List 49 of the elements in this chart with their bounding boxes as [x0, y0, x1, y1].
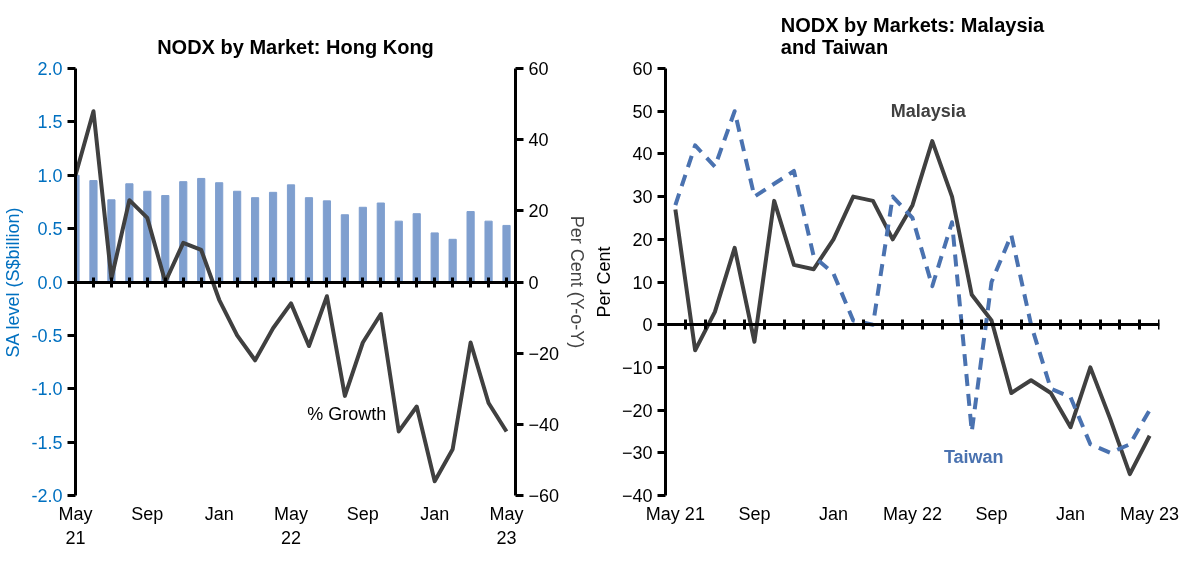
x-tick-label: Jan — [1056, 503, 1086, 524]
chart-title: NODX by Markets: Malaysia and Taiwan — [780, 13, 1046, 58]
y-axis-title: Per Cent — [593, 246, 614, 318]
y-tick-label: -2.0 — [31, 486, 63, 506]
y-tick-label: -1.0 — [31, 379, 63, 400]
y2-tick-label: −20 — [528, 343, 560, 364]
x-tick-label: Sep — [738, 503, 771, 524]
y-tick-label: −10 — [621, 357, 653, 378]
x-tick-label: May 23 — [1120, 503, 1179, 524]
y-tick-label: −40 — [621, 486, 653, 506]
y-tick-label: 10 — [632, 272, 653, 293]
x-tick-label: May 22 — [882, 503, 943, 524]
y-tick-label: 0 — [642, 315, 653, 336]
y-tick-label: −30 — [621, 443, 653, 464]
y-tick-label: 2.0 — [37, 59, 63, 79]
y2-tick-label: −60 — [528, 486, 560, 506]
x-tick-label: May 21 — [645, 503, 705, 524]
x-tick-label: Jan — [204, 503, 234, 524]
y-tick-label: 50 — [632, 101, 653, 122]
x-tick-label: Jan — [818, 503, 848, 524]
y2-axis-title: Per Cent (Y-o-Y) — [567, 215, 588, 349]
y2-tick-label: −40 — [528, 414, 560, 435]
y-tick-label: 30 — [632, 187, 653, 208]
y2-tick-label: 20 — [528, 201, 549, 222]
series-label: Taiwan — [943, 447, 1004, 468]
series-label: Malaysia — [890, 101, 967, 122]
y-tick-label: 0.0 — [37, 272, 63, 293]
x-tick-label: May 22 — [274, 503, 309, 548]
y2-tick-label: 40 — [528, 130, 549, 151]
y-axis-title: SA level (S$billion) — [3, 207, 24, 358]
x-tick-label: Sep — [975, 503, 1008, 524]
y-tick-label: 20 — [632, 229, 653, 250]
y-tick-label: 1.5 — [37, 112, 63, 133]
y2-tick-label: 0 — [528, 272, 539, 293]
x-tick-label: Sep — [346, 503, 379, 524]
x-tick-label: May 23 — [489, 503, 524, 548]
y-tick-label: −20 — [621, 400, 653, 421]
y-tick-label: 0.5 — [37, 219, 63, 240]
y2-tick-label: 60 — [528, 59, 549, 79]
y-tick-label: 40 — [632, 144, 653, 165]
y-tick-label: -0.5 — [31, 325, 63, 346]
x-tick-label: Sep — [131, 503, 164, 524]
y-tick-label: -1.5 — [31, 432, 63, 453]
chart-title: NODX by Market: Hong Kong — [157, 35, 434, 58]
x-tick-label: May 21 — [58, 503, 93, 548]
y-tick-label: 60 — [632, 59, 653, 79]
series-label: % Growth — [307, 403, 387, 424]
y-tick-label: 1.0 — [37, 165, 63, 186]
x-tick-label: Jan — [420, 503, 450, 524]
